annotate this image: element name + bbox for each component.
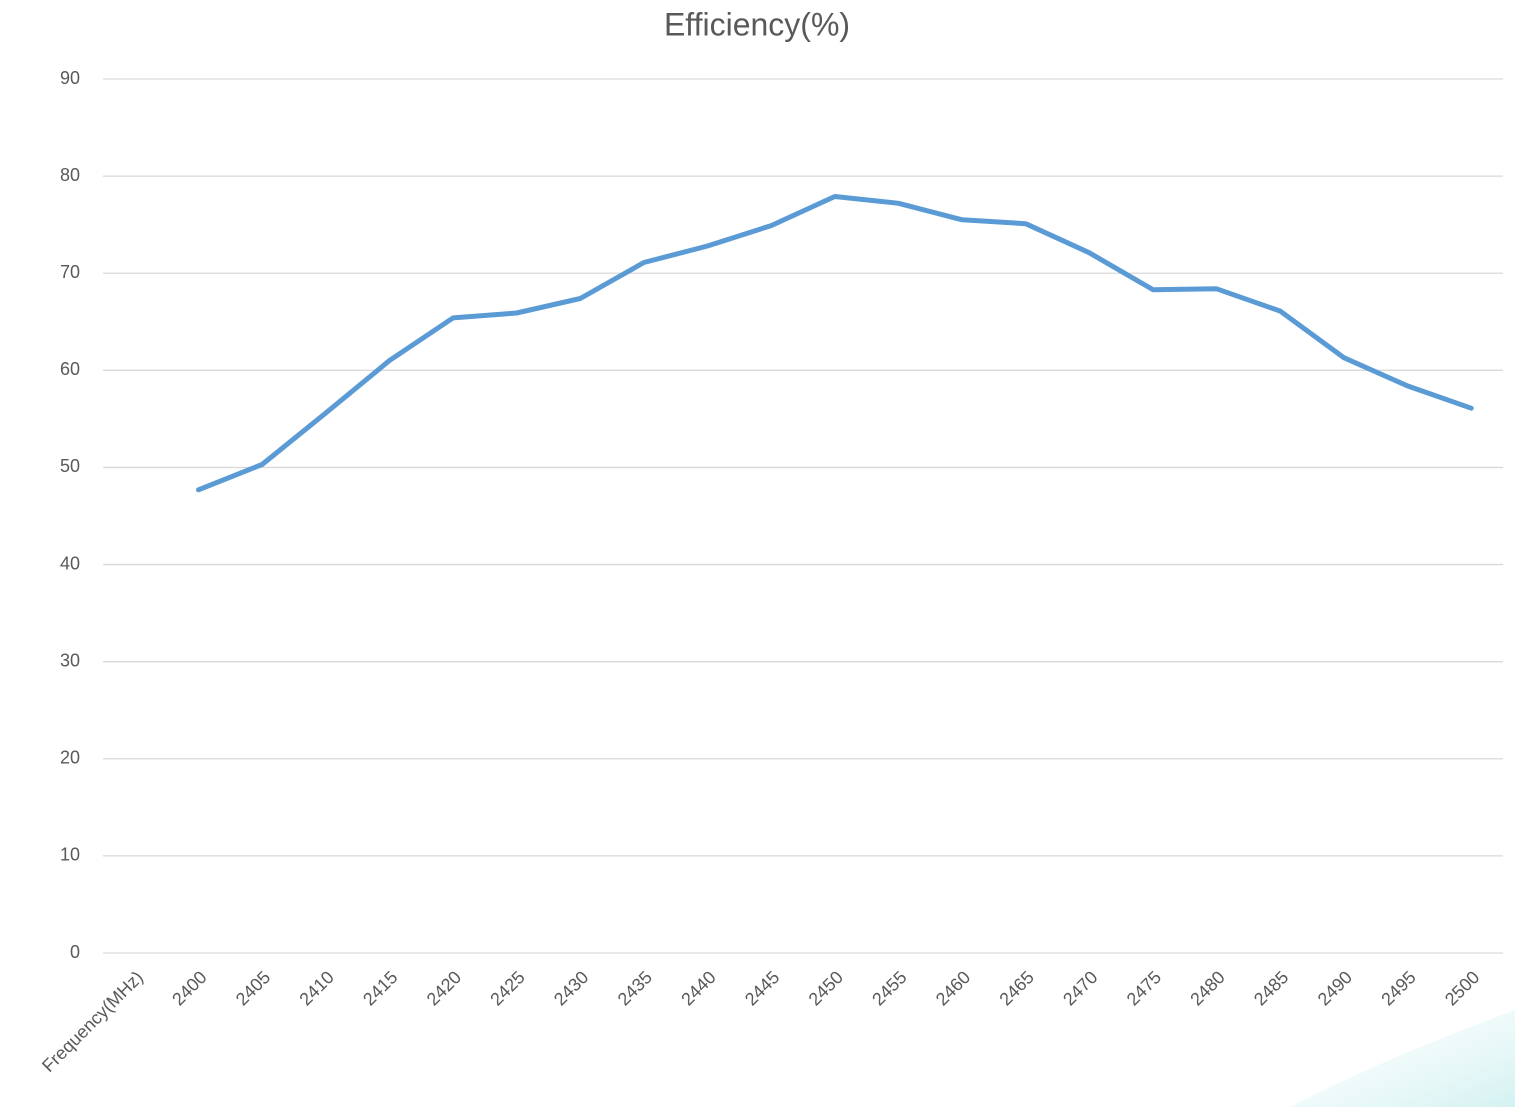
x-tick-label: 2470 [1059, 967, 1101, 1009]
x-tick-label: 2480 [1186, 967, 1228, 1009]
x-tick-label: 2400 [168, 967, 210, 1009]
y-tick-label: 20 [60, 748, 80, 768]
x-tick-label: 2440 [677, 967, 719, 1009]
x-tick-label: 2435 [614, 967, 656, 1009]
y-tick-label: 40 [60, 553, 80, 573]
y-tick-label: 50 [60, 456, 80, 476]
x-tick-label: 2430 [550, 967, 592, 1009]
x-tick-label: 2460 [932, 967, 974, 1009]
x-tick-label: 2490 [1314, 967, 1356, 1009]
y-tick-label: 0 [70, 942, 80, 962]
y-tick-label: 10 [60, 845, 80, 865]
x-tick-label: 2495 [1377, 967, 1419, 1009]
x-tick-label: 2405 [232, 967, 274, 1009]
x-tick-label: 2485 [1250, 967, 1292, 1009]
y-tick-label: 70 [60, 262, 80, 282]
line-series [196, 194, 1474, 493]
decoration [1290, 1010, 1515, 1107]
x-tick-label: 2465 [995, 967, 1037, 1009]
y-tick-label: 30 [60, 650, 80, 670]
x-tick-label: 2410 [295, 967, 337, 1009]
y-tick-label: 90 [60, 68, 80, 88]
x-tick-label: 2475 [1123, 967, 1165, 1009]
x-tick-label: 2415 [359, 967, 401, 1009]
x-tick-label: 2420 [423, 967, 465, 1009]
x-tick-label: 2445 [741, 967, 783, 1009]
x-tick-label: 2500 [1441, 967, 1483, 1009]
y-tick-label: 80 [60, 165, 80, 185]
x-tick-label: 2455 [868, 967, 910, 1009]
x-tick-label: Frequency(MHz) [38, 967, 147, 1076]
x-tick-label: 2425 [486, 967, 528, 1009]
chart-title: Efficiency(%) [664, 6, 850, 42]
x-tick-label: 2450 [805, 967, 847, 1009]
y-tick-label: 60 [60, 359, 80, 379]
